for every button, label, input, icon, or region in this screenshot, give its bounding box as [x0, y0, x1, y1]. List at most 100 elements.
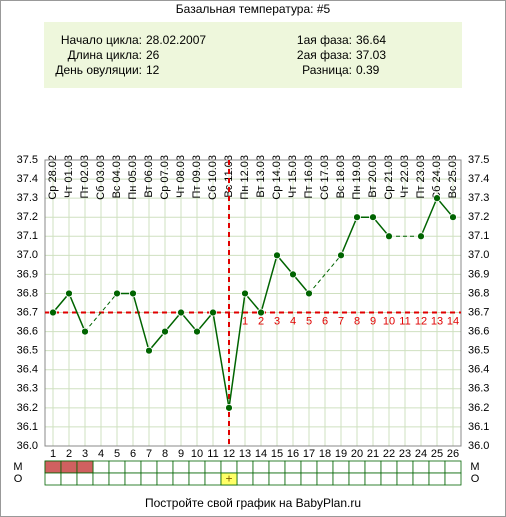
info-label: 2ая фаза: [297, 48, 352, 62]
y-tick-label-right: 36.3 [468, 383, 489, 395]
date-label: Чт 22.03 [399, 155, 411, 198]
x-tick-label: 10 [191, 448, 203, 460]
date-label: Ср 28.02 [47, 155, 59, 200]
date-label: Чт 08.03 [175, 155, 187, 198]
x-tick-label: 24 [415, 448, 427, 460]
y-tick-label: 36.3 [17, 383, 38, 395]
temperature-point [385, 232, 393, 241]
x-tick-label: 18 [319, 448, 331, 460]
x-tick-label: 14 [255, 448, 267, 460]
row-cell [300, 460, 318, 474]
y-tick-label-right: 36.2 [468, 402, 489, 414]
x-tick-label: 2 [66, 448, 72, 460]
row-cell [428, 472, 446, 486]
y-tick-label: 37.4 [17, 173, 38, 185]
date-label: Сб 24.03 [431, 155, 443, 200]
y-tick-label-right: 37.5 [468, 154, 489, 166]
luteal-day: 13 [431, 315, 443, 327]
row-cell [252, 460, 270, 474]
row-label: М [13, 461, 22, 473]
row-cell [332, 472, 350, 486]
temperature-point [193, 327, 201, 336]
row-cell [268, 472, 286, 486]
luteal-day: 12 [415, 315, 427, 327]
row-label-right: М [470, 461, 479, 473]
row-label-right: О [471, 473, 480, 485]
luteal-day: 11 [399, 315, 410, 327]
x-tick-label: 23 [399, 448, 411, 460]
row-cell [348, 460, 366, 474]
date-label: Пн 19.03 [351, 155, 363, 200]
y-tick-label: 36.1 [17, 421, 38, 433]
temperature-point [449, 213, 457, 222]
y-tick-label: 37.1 [17, 230, 38, 242]
luteal-day: 14 [447, 315, 459, 327]
date-label: Вс 11.03 [223, 155, 235, 198]
date-label: Сб 17.03 [319, 155, 331, 200]
y-tick-label-right: 37.2 [468, 211, 489, 223]
row-cell [316, 472, 334, 486]
info-value: 37.03 [356, 48, 386, 62]
y-tick-label: 37.2 [17, 211, 38, 223]
x-tick-label: 13 [239, 448, 251, 460]
x-tick-label: 12 [223, 448, 235, 460]
row-cell [204, 460, 222, 474]
info-value: 26 [146, 48, 160, 62]
date-label: Вс 04.03 [111, 155, 123, 198]
row-cell [156, 472, 174, 486]
y-tick-label: 36.6 [17, 326, 38, 338]
y-tick-label: 37.3 [17, 192, 38, 204]
date-label: Пт 23.03 [415, 155, 427, 199]
row-cell [124, 460, 142, 474]
temperature-line [340, 216, 390, 256]
row-cell [252, 472, 270, 486]
y-tick-label-right: 37.0 [468, 249, 489, 261]
row-cell [108, 472, 126, 486]
date-label: Вт 06.03 [143, 155, 155, 198]
date-label: Ср 07.03 [159, 155, 171, 200]
date-label: Ср 14.03 [271, 155, 283, 200]
x-tick-label: 9 [178, 448, 184, 460]
luteal-day: 8 [354, 315, 360, 327]
row-cell [364, 472, 382, 486]
row-cell [284, 472, 302, 486]
row-cell [428, 460, 446, 474]
date-label: Сб 03.03 [95, 155, 107, 200]
y-tick-label-right: 36.5 [468, 345, 489, 357]
y-tick-label: 36.0 [17, 440, 38, 452]
luteal-day: 2 [258, 315, 264, 327]
row-cell [140, 460, 158, 474]
date-label: Пн 05.03 [127, 155, 139, 200]
temperature-point [305, 289, 313, 298]
x-tick-label: 7 [146, 448, 152, 460]
row-cell [412, 472, 430, 486]
date-label: Сб 10.03 [207, 155, 219, 200]
x-tick-label: 15 [271, 448, 283, 460]
temperature-point [161, 327, 169, 336]
info-value: 28.02.2007 [146, 33, 206, 47]
temperature-point [65, 289, 73, 298]
row-cell [444, 460, 462, 474]
y-tick-label: 36.7 [17, 306, 38, 318]
chart-title: Базальная температура: #5 [176, 2, 331, 16]
row-cell [380, 472, 398, 486]
x-tick-label: 22 [383, 448, 395, 460]
temperature-point [257, 308, 265, 317]
row-cell [412, 460, 430, 474]
row-cell [92, 460, 110, 474]
info-label: День овуляции: [55, 63, 142, 77]
row-cell [284, 460, 302, 474]
info-label: Начало цикла: [61, 33, 142, 47]
row-cell [172, 472, 190, 486]
temperature-point [209, 308, 217, 317]
info-value: 0.39 [356, 63, 380, 77]
row-cell [60, 472, 78, 486]
x-tick-label: 21 [367, 448, 379, 460]
info-value: 12 [146, 63, 160, 77]
temperature-point [273, 251, 281, 260]
row-cell [188, 472, 206, 486]
row-mark: + [225, 472, 232, 486]
date-label: Пт 09.03 [191, 155, 203, 199]
row-cell [380, 460, 398, 474]
